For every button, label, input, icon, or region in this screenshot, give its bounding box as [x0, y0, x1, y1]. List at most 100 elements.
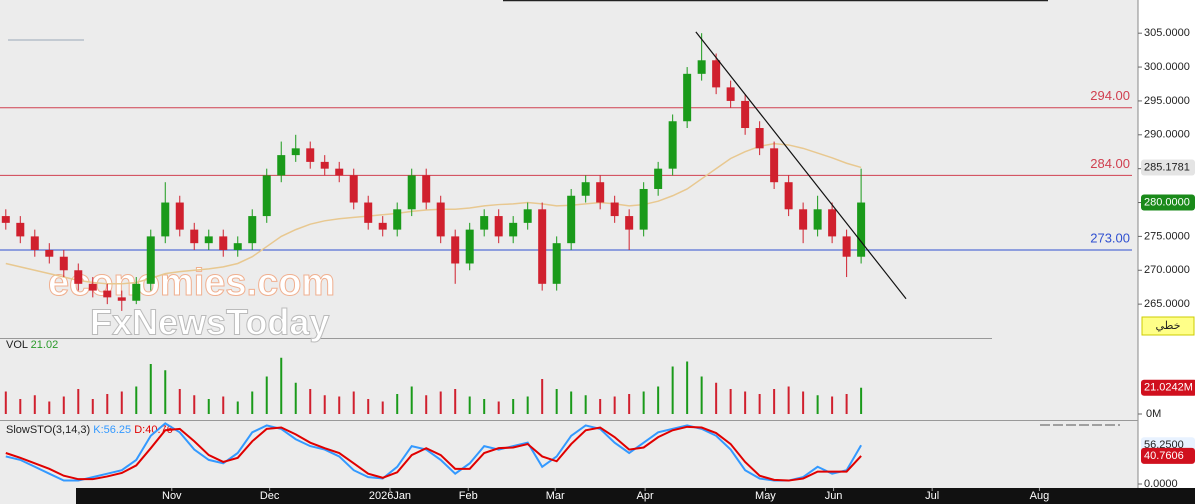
candle-body — [465, 229, 474, 264]
candle-body — [161, 202, 170, 237]
volume-bar — [686, 361, 689, 414]
volume-bar — [468, 396, 471, 414]
style-badge-label: خطي — [1156, 320, 1181, 332]
x-tick-label: May — [755, 490, 776, 502]
volume-bar — [613, 396, 616, 414]
style-badge — [1141, 316, 1195, 336]
volume-bar — [845, 394, 848, 414]
price-badge-label: 40.7606 — [1144, 450, 1184, 462]
volume-bar — [729, 389, 732, 414]
price-badge-label: 280.0000 — [1144, 196, 1190, 208]
y-tick-label: 290.0000 — [1144, 129, 1190, 141]
x-tick-label: Feb — [459, 490, 478, 502]
volume-bar — [280, 357, 283, 414]
volume-bar — [251, 391, 254, 414]
level-label: 284.00 — [1090, 156, 1130, 171]
volume-bar — [338, 396, 341, 414]
candle-body — [306, 148, 315, 162]
volume-bar — [4, 391, 7, 414]
candle-body — [538, 209, 547, 284]
candle-body — [668, 121, 677, 169]
y-tick-label: 305.0000 — [1144, 27, 1190, 39]
candle-body — [1, 216, 10, 223]
candle-body — [349, 175, 358, 203]
volume-bar — [599, 399, 602, 414]
y-tick-label: 295.0000 — [1144, 95, 1190, 107]
x-tick-label: Jun — [825, 490, 843, 502]
candle-body — [494, 216, 503, 237]
price-badge-label: 285.1781 — [1144, 161, 1190, 173]
candle-body — [741, 100, 750, 129]
candle-body — [596, 182, 605, 203]
volume-title-value: 21.02 — [31, 339, 59, 351]
candle-body — [88, 283, 97, 291]
volume-bar — [265, 376, 268, 414]
volume-bar — [671, 366, 674, 414]
candle-body — [436, 202, 445, 237]
price-badge — [1141, 194, 1195, 211]
candle-body — [625, 216, 634, 230]
volume-bar — [106, 394, 109, 414]
volume-bar — [309, 389, 312, 414]
candle-body — [683, 73, 692, 122]
price-axis-panel — [1138, 0, 1195, 504]
volume-bar — [396, 394, 399, 414]
volume-bar — [541, 379, 544, 414]
candle-body — [770, 148, 779, 183]
candle-body — [509, 222, 518, 237]
volume-bar — [33, 395, 36, 414]
candle-body — [654, 168, 663, 189]
stoch-line — [5, 422, 862, 482]
candle-body — [378, 222, 387, 230]
x-tick-label: Jul — [925, 490, 939, 502]
volume-bar — [439, 391, 442, 414]
volume-bar — [207, 399, 210, 414]
candle-body — [233, 243, 242, 250]
price-badge — [1141, 379, 1195, 396]
x-tick-label: Apr — [637, 490, 654, 502]
volume-bar — [512, 399, 515, 414]
x-tick-label: 2026Jan — [369, 490, 411, 502]
candle-body — [523, 209, 532, 223]
volume-bar — [352, 391, 355, 414]
candle-body — [639, 188, 648, 230]
level-label: 273.00 — [1090, 230, 1130, 245]
watermark-text: FxNewsToday — [90, 302, 329, 343]
volume-bar — [120, 391, 123, 414]
candle-body — [277, 155, 286, 176]
price-badge — [1141, 447, 1195, 464]
candle-body — [480, 216, 489, 230]
candle-body — [393, 209, 402, 230]
candle-body — [146, 236, 155, 284]
candle-body — [610, 202, 619, 217]
volume-bar — [323, 395, 326, 414]
candle-body — [204, 236, 213, 244]
volume-bar — [294, 382, 297, 414]
volume-title-name: VOL — [6, 339, 28, 351]
volume-bar — [628, 394, 631, 414]
volume-bar — [149, 364, 152, 414]
volume-bar — [164, 370, 167, 414]
y-tick-label: 0M — [1146, 408, 1161, 420]
volume-bar — [91, 399, 94, 414]
candle-body — [784, 182, 793, 210]
candle-body — [451, 236, 460, 264]
price-badge — [1141, 159, 1195, 176]
candle-body — [103, 290, 112, 298]
price-badge-label: 21.0242M — [1144, 382, 1193, 394]
x-axis-bar — [76, 488, 1195, 504]
volume-bar — [497, 401, 500, 414]
volume-bar — [48, 401, 51, 414]
candle-body — [132, 283, 141, 301]
candle-body — [320, 161, 329, 169]
x-tick-label: Mar — [546, 490, 565, 502]
candle-body — [712, 60, 721, 88]
watermark-text: economies.com — [48, 262, 335, 304]
candle-body — [842, 236, 851, 257]
candle-body — [567, 195, 576, 244]
candle-body — [552, 243, 561, 284]
volume-bar — [454, 389, 457, 414]
candle-body — [175, 202, 184, 230]
candle-body — [219, 236, 228, 250]
